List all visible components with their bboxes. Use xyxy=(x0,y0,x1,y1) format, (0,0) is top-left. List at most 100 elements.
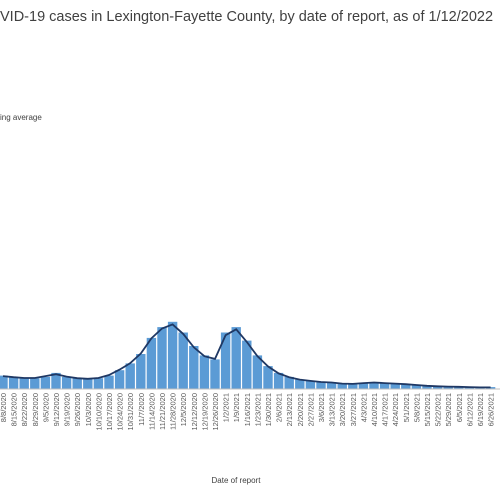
x-tick-label: 5/1/2021 xyxy=(402,393,411,422)
bar-series xyxy=(0,321,496,390)
bar xyxy=(93,378,104,389)
x-tick-label: 10/17/2020 xyxy=(105,393,114,431)
bar xyxy=(8,376,19,389)
bar xyxy=(125,363,135,389)
x-tick-label: 3/6/2021 xyxy=(317,393,326,422)
bar xyxy=(337,383,347,389)
bar xyxy=(295,379,305,389)
x-tick-label: 3/20/2021 xyxy=(338,393,347,426)
bar xyxy=(178,332,188,389)
bar xyxy=(326,382,337,389)
x-tick-label: 1/23/2021 xyxy=(253,393,262,426)
bar xyxy=(146,337,157,389)
bar xyxy=(358,383,369,389)
x-tick-label: 12/26/2020 xyxy=(211,393,220,431)
x-tick-label: 5/29/2021 xyxy=(444,393,453,426)
bar xyxy=(242,340,252,389)
bar xyxy=(61,376,72,389)
bar xyxy=(252,355,263,389)
bar xyxy=(454,386,464,389)
x-tick-label: 1/9/2021 xyxy=(232,393,241,422)
bar xyxy=(30,378,40,389)
x-tick-label: 10/3/2020 xyxy=(84,393,93,426)
x-tick-label: 2/27/2021 xyxy=(306,393,315,426)
bar xyxy=(210,359,220,389)
bar xyxy=(432,386,443,389)
bar xyxy=(220,332,231,389)
bar xyxy=(19,377,29,389)
bar xyxy=(284,376,294,389)
bar xyxy=(348,384,358,389)
x-tick-label: 10/24/2020 xyxy=(116,393,125,431)
x-tick-label: 5/22/2021 xyxy=(434,393,443,426)
bar xyxy=(422,385,432,389)
bar xyxy=(189,346,199,389)
bar xyxy=(83,378,93,389)
bar xyxy=(443,386,453,389)
x-tick-label: 11/28/2020 xyxy=(169,393,178,430)
x-tick-label: 10/10/2020 xyxy=(94,393,103,431)
bar xyxy=(464,387,475,389)
legend: ing average xyxy=(0,113,42,122)
bar xyxy=(72,378,82,389)
x-tick-label: 8/15/2020 xyxy=(10,393,19,426)
x-tick-label: 6/19/2021 xyxy=(476,393,485,426)
x-tick-label: 6/5/2021 xyxy=(455,393,464,422)
bar xyxy=(273,372,284,389)
bar xyxy=(114,370,125,389)
x-tick-label: 3/13/2021 xyxy=(328,393,337,426)
bar xyxy=(0,375,8,389)
x-tick-label: 12/12/2020 xyxy=(190,393,199,431)
x-tick-label: 4/3/2021 xyxy=(359,393,368,422)
bar xyxy=(401,384,411,389)
x-tick-label: 2/6/2021 xyxy=(275,393,284,422)
bar xyxy=(40,376,51,389)
x-axis-label: Date of report xyxy=(212,476,262,485)
moving-average-line xyxy=(2,323,491,389)
x-tick-label: 5/15/2021 xyxy=(423,393,432,426)
bar xyxy=(411,385,422,389)
x-tick-label: 4/10/2021 xyxy=(370,393,379,426)
x-tick-label: 1/30/2021 xyxy=(264,393,273,426)
x-tick-label: 1/2/2021 xyxy=(222,393,231,422)
bar xyxy=(305,380,316,389)
x-tick-label: 10/31/2020 xyxy=(126,393,135,431)
x-tick-label: 11/21/2020 xyxy=(158,393,167,430)
x-tick-label: 5/8/2021 xyxy=(412,393,421,422)
x-tick-label: 9/26/2020 xyxy=(73,393,82,426)
bar xyxy=(369,382,379,389)
x-tick-label: 8/8/2020 xyxy=(0,393,8,422)
bar xyxy=(157,327,167,389)
legend-line-label: ing average xyxy=(0,113,42,122)
bar xyxy=(379,383,390,389)
x-tick-label: 9/5/2020 xyxy=(41,393,50,422)
x-tick-label: 2/20/2021 xyxy=(296,393,305,426)
x-tick-labels: 8/8/2020 8/15/2020 8/22/2020 8/29/2020 9/5/2… xyxy=(0,393,496,431)
chart-title: VID-19 cases in Lexington-Fayette County… xyxy=(0,9,494,25)
bar xyxy=(51,372,61,389)
x-tick-label: 6/12/2021 xyxy=(465,393,474,426)
bar xyxy=(167,321,178,390)
x-tick-label: 3/27/2021 xyxy=(349,393,358,426)
bar xyxy=(199,355,210,389)
x-tick-label: 11/14/2020 xyxy=(147,393,156,430)
bar xyxy=(390,383,400,389)
bar xyxy=(263,366,273,389)
x-tick-label: 4/17/2021 xyxy=(381,393,390,426)
x-tick-label: 12/5/2020 xyxy=(179,393,188,426)
x-tick-label: 4/24/2021 xyxy=(391,393,400,426)
bar xyxy=(104,375,114,389)
bar xyxy=(136,354,146,389)
x-tick-label: 11/7/2020 xyxy=(137,393,146,426)
bar xyxy=(316,382,326,389)
x-tick-label: 2/13/2021 xyxy=(285,393,294,426)
x-tick-label: 12/19/2020 xyxy=(200,393,209,431)
x-tick-label: 8/22/2020 xyxy=(20,393,29,426)
x-tick-label: 9/19/2020 xyxy=(63,393,72,426)
x-tick-label: 9/12/2020 xyxy=(52,393,61,426)
bar xyxy=(231,327,241,389)
x-tick-label: 1/16/2021 xyxy=(243,393,252,426)
x-tick-label: 6/26/2021 xyxy=(487,393,496,426)
x-tick-label: 8/29/2020 xyxy=(31,393,40,426)
